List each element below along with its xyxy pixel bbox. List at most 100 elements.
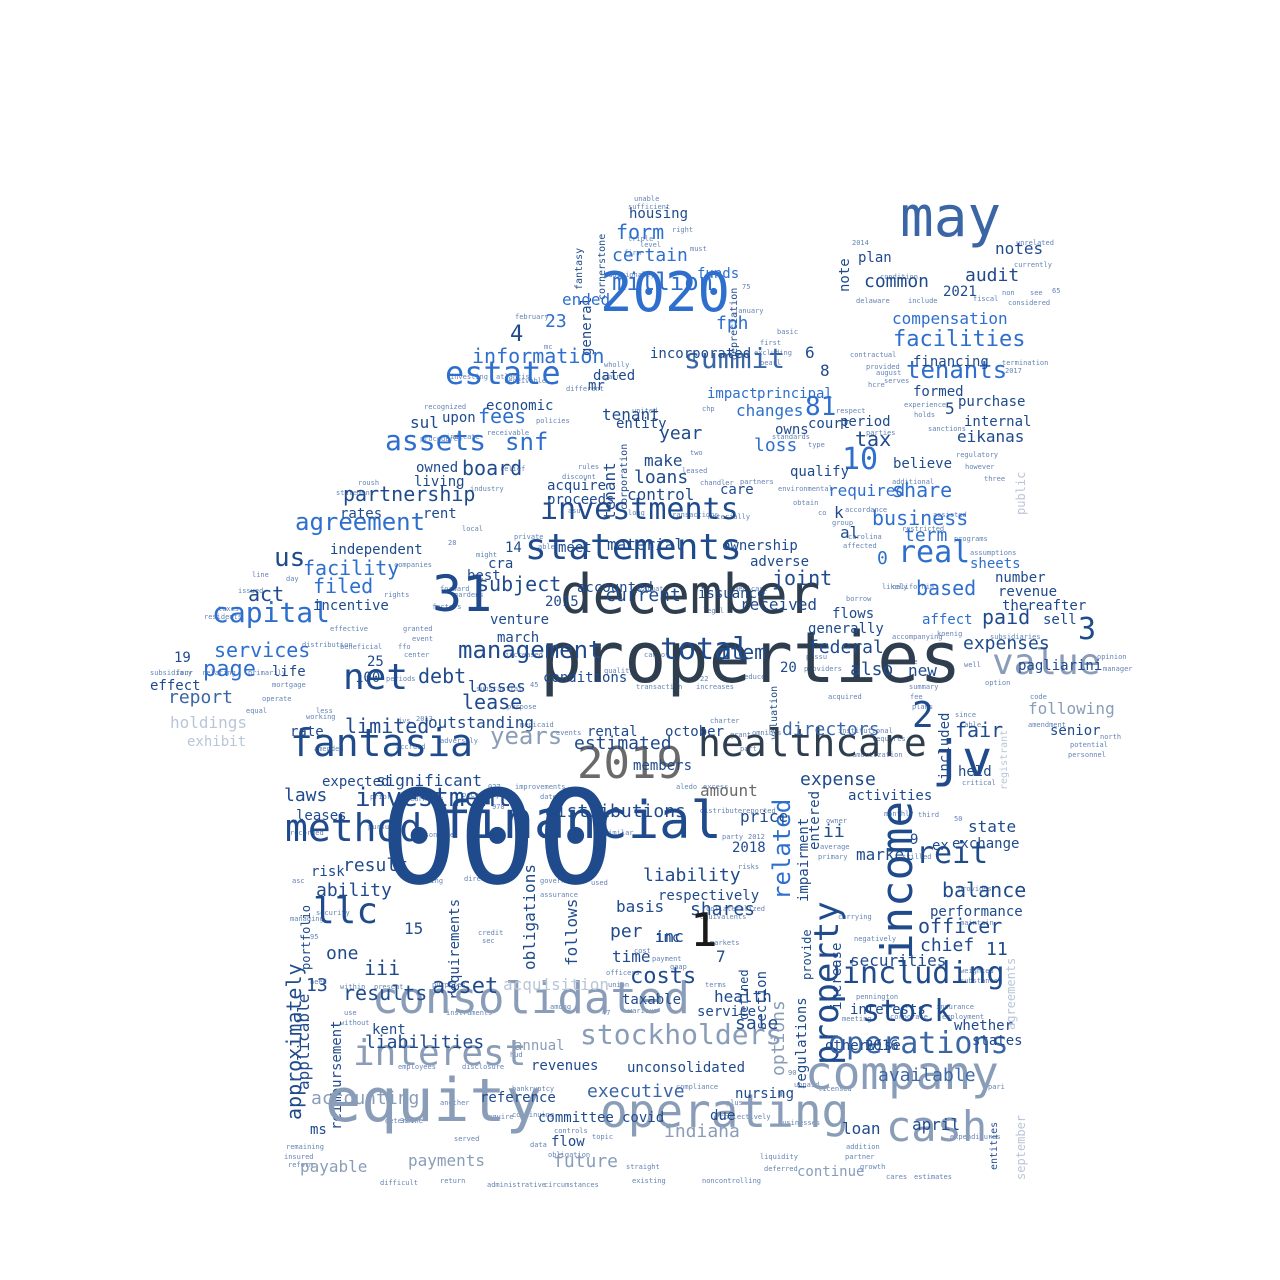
- word-amount: amount: [700, 780, 758, 800]
- word-flow: flow: [551, 1133, 585, 1150]
- word-balance: balance: [942, 877, 1027, 902]
- word-thereafter: thereafter: [1002, 597, 1087, 614]
- word-future: future: [553, 1151, 619, 1173]
- word-2019: 2019: [577, 737, 683, 789]
- word-firm: firm: [624, 249, 641, 258]
- word-pursuant: pursuant: [368, 823, 402, 832]
- word-believe: believe: [893, 455, 953, 472]
- word-report: report: [168, 687, 234, 709]
- word-changes: changes: [736, 400, 804, 420]
- word-termination: termination: [1002, 359, 1049, 368]
- word-47: 47: [602, 1009, 611, 1018]
- word-expenses: expenses: [963, 633, 1050, 655]
- word-provide: provide: [800, 929, 814, 980]
- word-board: board: [462, 455, 523, 480]
- word-carrying: carrying: [838, 913, 872, 922]
- word-atlantis: atlantis: [496, 373, 530, 382]
- word-payable: payable: [300, 1156, 368, 1176]
- word-partner: partner: [845, 1153, 875, 1162]
- word-pari: pari: [988, 1083, 1005, 1092]
- word-estimated: estimated: [574, 733, 672, 755]
- word-qualify: qualify: [790, 463, 850, 480]
- word-restricted: restricted: [902, 525, 945, 534]
- word-chandler: chandler: [700, 479, 734, 488]
- word-issuance: issuance: [698, 585, 766, 602]
- word-time: time: [612, 946, 651, 966]
- word-hcre: hcre: [868, 381, 885, 390]
- word-interest: interest: [353, 1033, 527, 1075]
- word-group: group: [832, 519, 854, 528]
- word-11: 11: [986, 939, 1008, 961]
- word-vie: vie: [905, 658, 918, 667]
- word-meet: meet: [558, 539, 592, 556]
- word-reasonable: reasonable: [412, 831, 455, 840]
- word-fee: fee: [910, 693, 923, 702]
- word-31: 31: [432, 565, 493, 623]
- word-acquire: acquire: [547, 477, 607, 494]
- word-result: result: [343, 855, 409, 877]
- word-compensation: compensation: [892, 308, 1008, 328]
- word-owned: owned: [416, 459, 459, 476]
- word-roush: roush: [358, 479, 380, 488]
- word-line: line: [252, 571, 269, 580]
- word-sale: sale: [735, 1013, 779, 1035]
- word-providers: providers: [804, 665, 842, 674]
- word-manager: manager: [1103, 665, 1133, 674]
- word-reported: reported: [742, 807, 776, 816]
- word-audit: audit: [965, 265, 1020, 287]
- word-partners: partners: [740, 478, 774, 487]
- word-obligation: obligation: [548, 1151, 591, 1160]
- word-credit: credit: [478, 929, 504, 938]
- word-22: 22: [700, 675, 709, 684]
- word-applicable: applicable: [294, 993, 313, 1090]
- word-leased: leased: [682, 467, 708, 476]
- word-circumstances: circumstances: [544, 1181, 599, 1190]
- word-funds: funds: [697, 265, 740, 282]
- word-0: 0: [877, 548, 888, 570]
- word-distribution: distribution: [302, 641, 353, 650]
- word-california: california: [892, 583, 935, 592]
- word-insured: insured: [284, 1153, 314, 1162]
- word-negatively: negatively: [854, 935, 897, 944]
- word-sul: sul: [410, 412, 439, 432]
- word-return: return: [440, 1177, 466, 1186]
- word-annual: annual: [514, 1037, 565, 1054]
- word-65: 65: [1052, 287, 1061, 296]
- word-security: security: [316, 909, 350, 918]
- word-item: item: [718, 639, 767, 664]
- word-gain: gain: [604, 373, 621, 382]
- word-16: 16: [470, 803, 479, 812]
- word-acquisition: acquisition: [503, 974, 609, 994]
- word-chief: chief: [920, 935, 975, 957]
- word-cash: cash: [886, 1101, 988, 1151]
- word-45: 45: [530, 681, 539, 690]
- word-20: 20: [780, 659, 797, 676]
- word-economic: economic: [486, 397, 554, 414]
- word-increases: increases: [696, 683, 734, 692]
- word-make: make: [644, 450, 683, 470]
- word-100: 100: [355, 669, 381, 686]
- word-operating: operating: [600, 1084, 850, 1139]
- word-markets: markets: [710, 939, 740, 948]
- word-adversely: adversely: [440, 737, 478, 746]
- word-asu: asu: [568, 507, 581, 516]
- word-september: september: [1014, 1114, 1028, 1180]
- word-various: various: [628, 1007, 658, 1016]
- word-affected: affected: [843, 542, 877, 551]
- word-investing: investing: [450, 373, 488, 382]
- word-cares: cares: [886, 1173, 908, 1182]
- word-liquidity: liquidity: [760, 1153, 798, 1162]
- word-investments: investments: [540, 492, 739, 528]
- word-recognized: recognized: [424, 403, 467, 412]
- word-institutional: institutional: [838, 727, 893, 736]
- word-noncontrolling: noncontrolling: [702, 1177, 762, 1186]
- word-2: 2: [912, 695, 934, 737]
- word-impairment: impairment: [796, 817, 812, 902]
- word-available: available: [878, 1065, 976, 1087]
- word-maintain: maintain: [960, 919, 994, 928]
- word-recorded: recorded: [290, 829, 324, 838]
- word-personnel: personnel: [1068, 751, 1106, 760]
- word-continuing: continuing: [512, 1111, 555, 1120]
- word-consolidated: consolidated: [372, 972, 690, 1024]
- word-assets: assets: [385, 424, 487, 458]
